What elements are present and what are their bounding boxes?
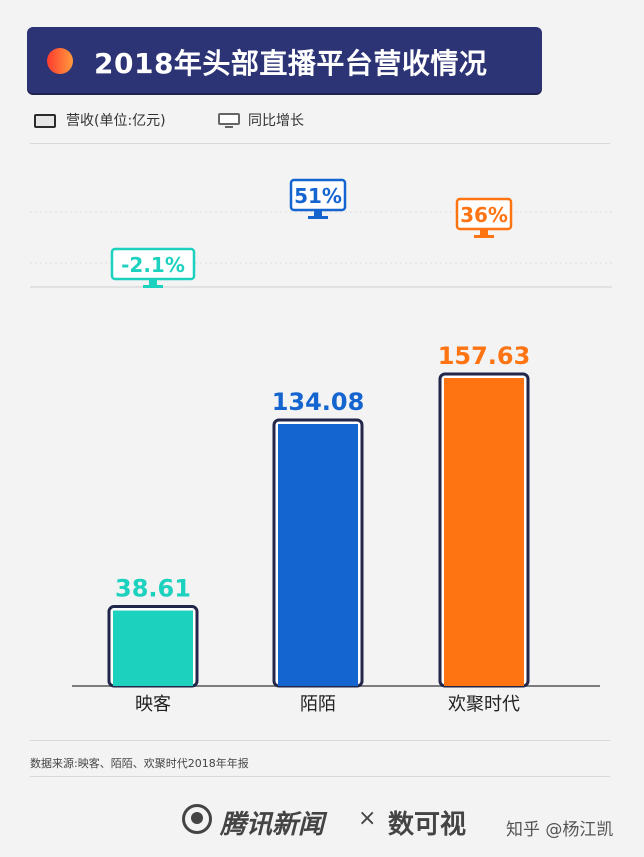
category-label: 陌陌 — [300, 694, 336, 715]
legend-revenue-label: 营收(单位:亿元) — [66, 113, 166, 129]
growth-callout-stand — [308, 216, 328, 219]
source-footnote: 数据来源:映客、陌陌、欢聚时代2018年年报 — [30, 757, 249, 770]
legend-growth-label: 同比增长 — [248, 113, 304, 129]
growth-value-label: 51% — [294, 184, 342, 208]
growth-value-label: 36% — [460, 203, 508, 227]
category-label: 欢聚时代 — [448, 694, 520, 715]
monitor-icon — [218, 113, 240, 125]
partner-name: 数可视 — [388, 810, 467, 840]
bar-value-label: 134.08 — [272, 388, 365, 416]
divider-footer — [30, 776, 610, 777]
bar — [444, 378, 524, 686]
growth-callout-neck — [149, 279, 157, 285]
bar — [113, 610, 193, 686]
growth-value-label: -2.1% — [121, 253, 185, 277]
divider-footnote — [30, 740, 610, 741]
category-label: 映客 — [135, 694, 171, 715]
growth-callout-neck — [480, 229, 488, 235]
brand-separator: × — [358, 806, 377, 831]
chart-title: 2018年头部直播平台营收情况 — [94, 47, 488, 80]
brand-logo-icon — [182, 804, 212, 834]
divider-top — [30, 143, 610, 144]
author-credit: 知乎 @杨江凯 — [506, 820, 614, 840]
bar — [278, 424, 358, 686]
bar-value-label: 38.61 — [115, 575, 191, 603]
revenue-swatch-icon — [34, 114, 56, 128]
bar-value-label: 157.63 — [438, 342, 531, 370]
brand-name: 腾讯新闻 — [220, 810, 325, 840]
title-banner — [27, 27, 542, 93]
growth-callout-neck — [314, 210, 322, 216]
title-dot-icon — [47, 48, 73, 74]
growth-callout-stand — [474, 235, 494, 238]
monitor-base-icon — [225, 126, 233, 128]
growth-callout-stand — [143, 285, 163, 288]
bar-chart: 38.61 映客 -2.1% 134.08 陌陌 51% 157.63 欢聚时代 36% — [30, 178, 612, 715]
